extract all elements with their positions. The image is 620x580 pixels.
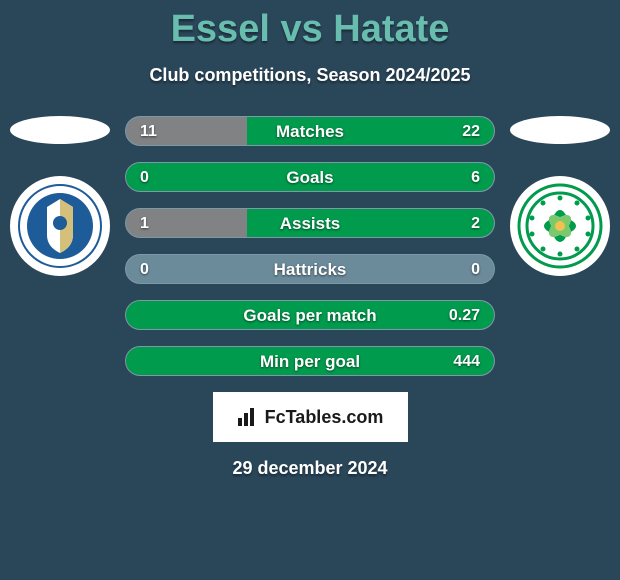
stat-row: 444Min per goal <box>125 346 495 376</box>
stat-label: Assists <box>126 209 494 238</box>
stat-row: 12Assists <box>125 208 495 238</box>
comparison-area: 1122Matches 06Goals 12Assists 00Hattricks 0.… <box>0 116 620 376</box>
stat-row: 1122Matches <box>125 116 495 146</box>
page-title: Essel vs Hatate <box>0 0 620 51</box>
left-player-name-pill <box>10 116 110 144</box>
source-logo-text: FcTables.com <box>265 407 384 428</box>
stat-label: Min per goal <box>126 347 494 376</box>
stat-label: Goals per match <box>126 301 494 330</box>
source-logo: FcTables.com <box>237 407 384 428</box>
stat-bars: 1122Matches 06Goals 12Assists 00Hattricks 0.… <box>125 116 495 376</box>
st-johnstone-crest-icon <box>17 183 103 269</box>
stat-row: 0.27Goals per match <box>125 300 495 330</box>
stat-row: 00Hattricks <box>125 254 495 284</box>
source-logo-box: FcTables.com <box>213 392 408 442</box>
right-team-badge <box>510 176 610 276</box>
right-player-name-pill <box>510 116 610 144</box>
stat-label: Matches <box>126 117 494 146</box>
page-subtitle: Club competitions, Season 2024/2025 <box>0 65 620 86</box>
left-team-badge <box>10 176 110 276</box>
bars-icon <box>237 407 259 427</box>
stat-row: 06Goals <box>125 162 495 192</box>
date-label: 29 december 2024 <box>0 458 620 479</box>
stat-label: Hattricks <box>126 255 494 284</box>
celtic-crest-icon <box>517 183 603 269</box>
stat-label: Goals <box>126 163 494 192</box>
